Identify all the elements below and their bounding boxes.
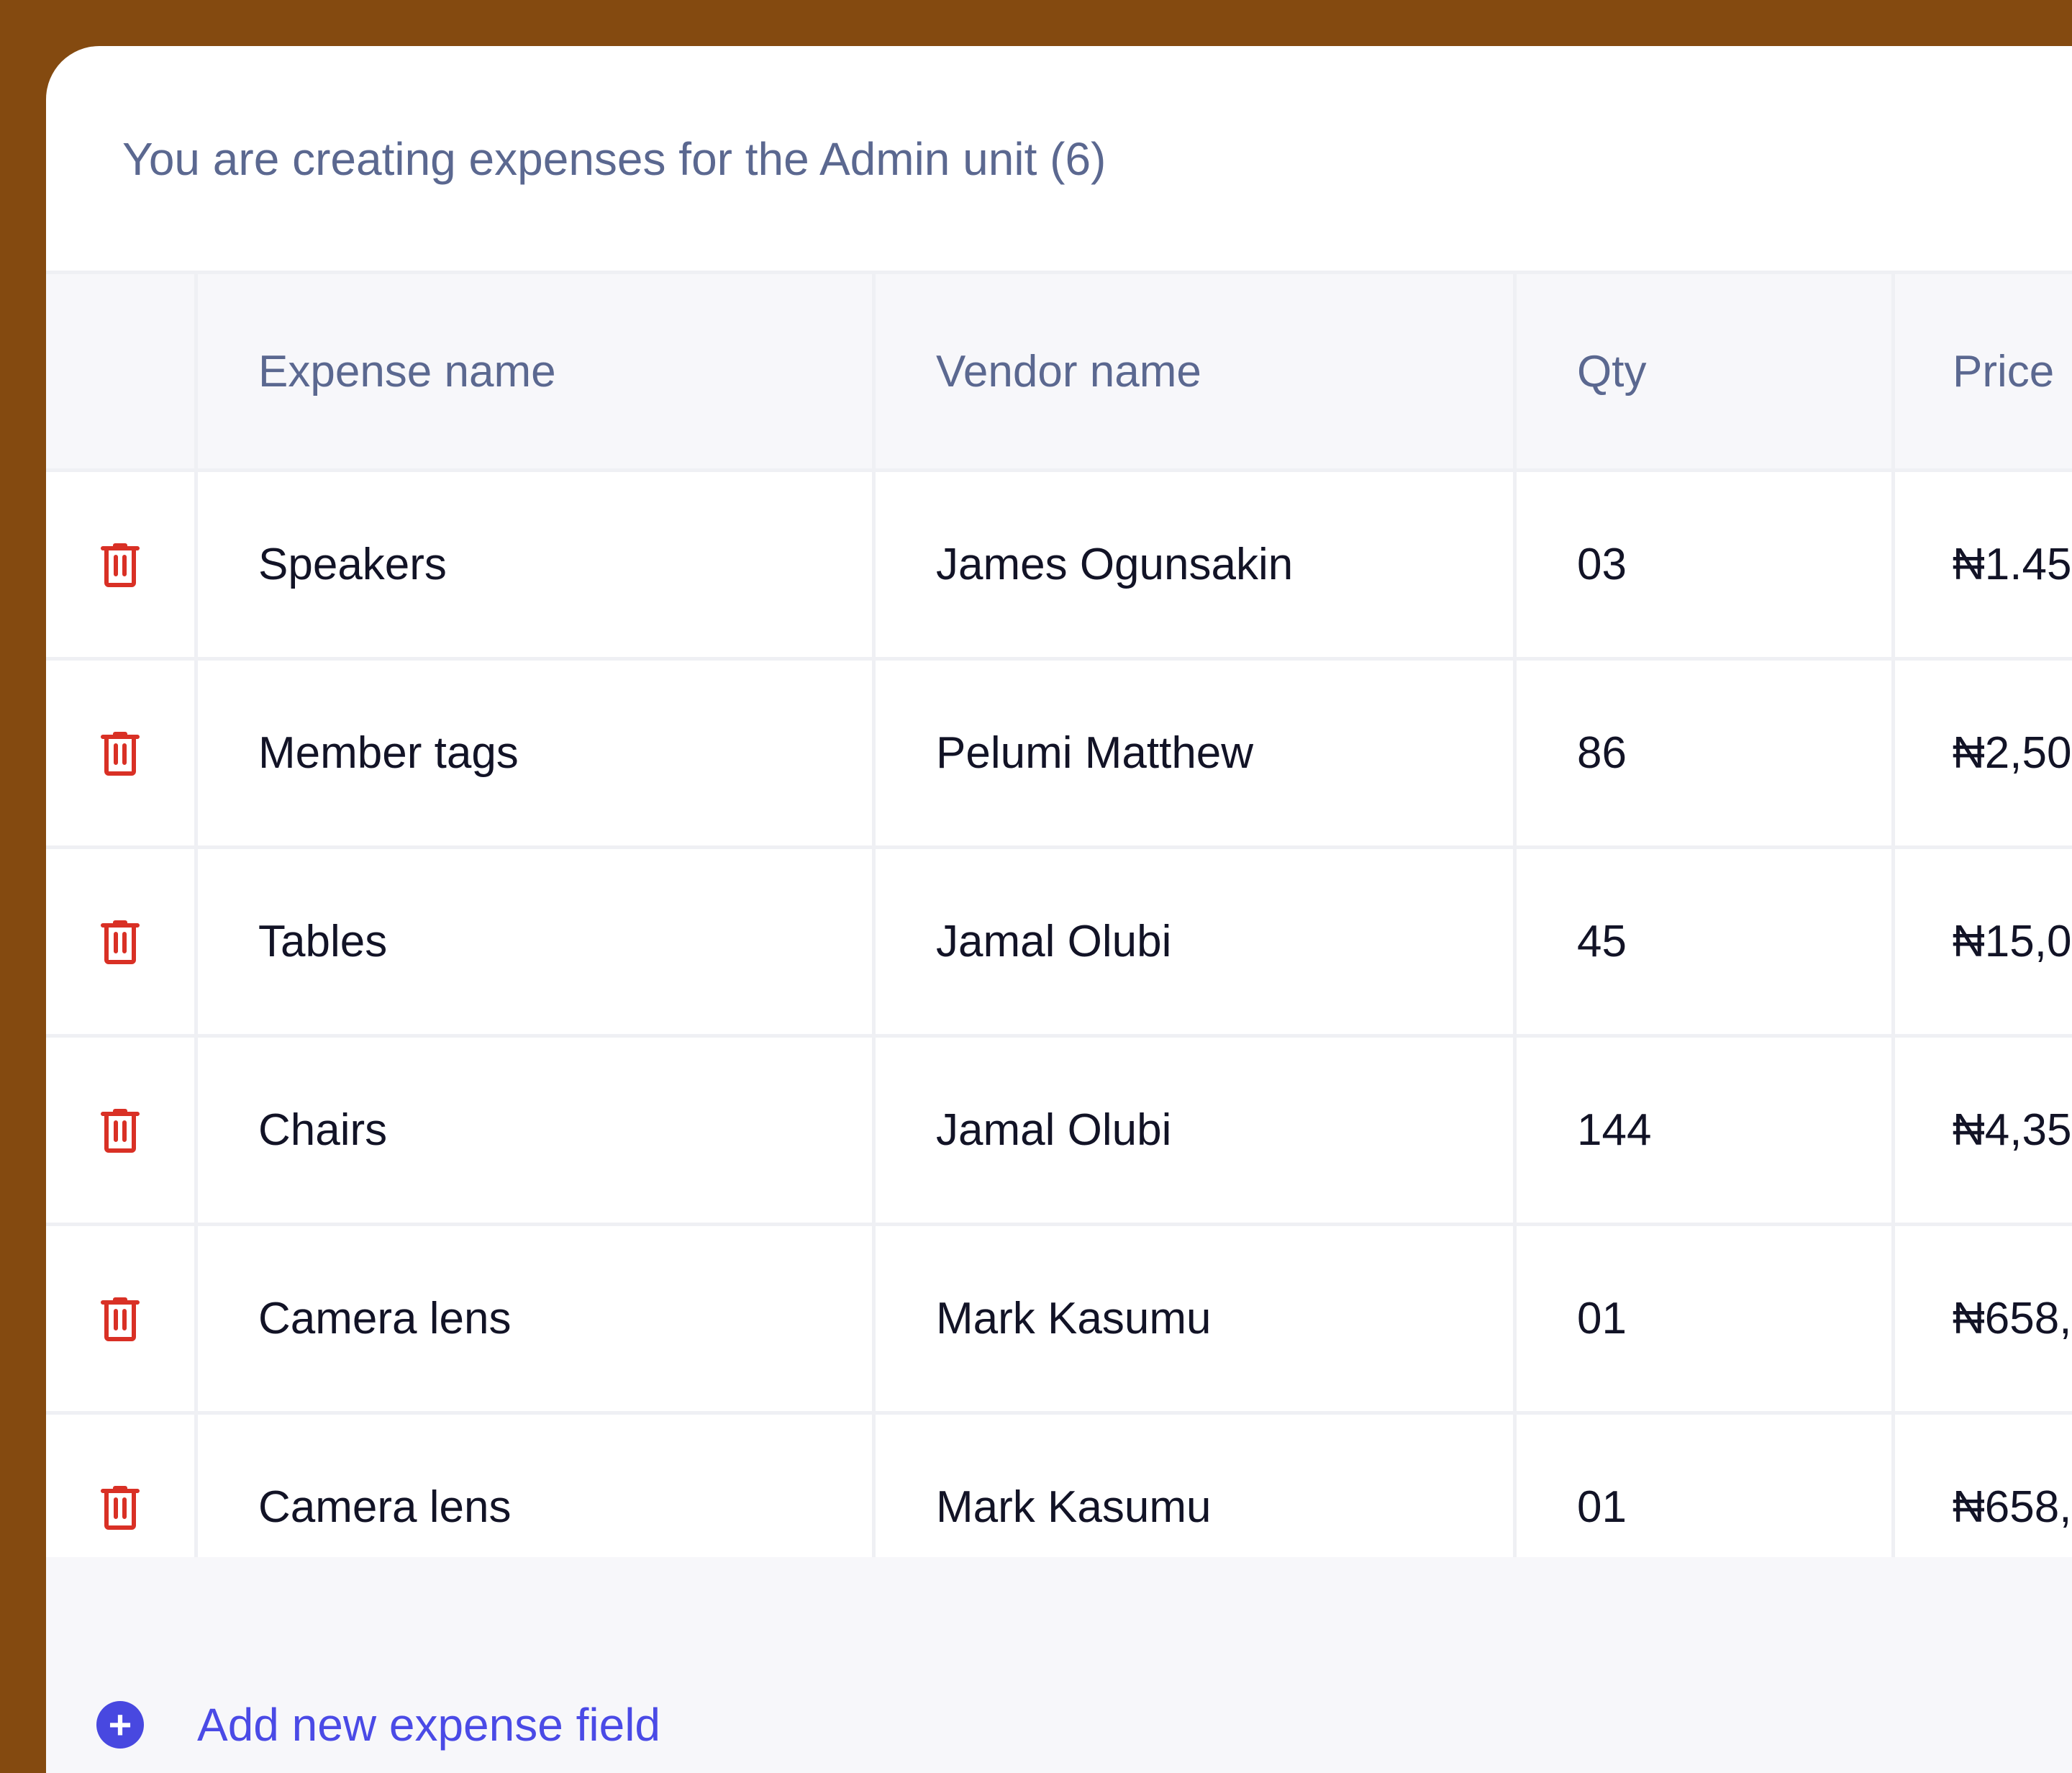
expense-name-cell[interactable]: Chairs bbox=[194, 1038, 872, 1223]
price-cell[interactable]: ₦15,0 bbox=[1891, 849, 2072, 1034]
expense-name-cell[interactable]: Camera lens bbox=[194, 1415, 872, 1600]
qty-cell[interactable]: 01 bbox=[1513, 1226, 1891, 1411]
delete-row-button[interactable] bbox=[46, 472, 194, 657]
qty-cell[interactable]: 03 bbox=[1513, 472, 1891, 657]
expense-name-cell[interactable]: Tables bbox=[194, 849, 872, 1034]
header-qty: Qty bbox=[1513, 274, 1891, 468]
header-price: Price bbox=[1891, 274, 2072, 468]
add-expense-button[interactable]: + Add new expense field bbox=[96, 1698, 660, 1751]
price-cell[interactable]: ₦1.45 bbox=[1891, 472, 2072, 657]
qty-cell[interactable]: 144 bbox=[1513, 1038, 1891, 1223]
trash-icon bbox=[101, 920, 140, 964]
expenses-table: Expense name Vendor name Qty Price Speak… bbox=[46, 271, 2072, 1603]
table-row: Speakers James Ogunsakin 03 ₦1.45 bbox=[46, 472, 2072, 661]
expense-name-cell[interactable]: Camera lens bbox=[194, 1226, 872, 1411]
page-subtitle: You are creating expenses for the Admin … bbox=[122, 133, 1107, 185]
vendor-name-cell[interactable]: Pelumi Matthew bbox=[872, 661, 1513, 845]
delete-row-button[interactable] bbox=[46, 1038, 194, 1223]
table-header-row: Expense name Vendor name Qty Price bbox=[46, 271, 2072, 472]
header-expense-name: Expense name bbox=[194, 274, 872, 468]
price-cell[interactable]: ₦658, bbox=[1891, 1226, 2072, 1411]
price-cell[interactable]: ₦658, bbox=[1891, 1415, 2072, 1600]
expense-card: You are creating expenses for the Admin … bbox=[46, 46, 2072, 1773]
vendor-name-cell[interactable]: Jamal Olubi bbox=[872, 849, 1513, 1034]
trash-icon bbox=[101, 1297, 140, 1341]
vendor-name-cell[interactable]: Mark Kasumu bbox=[872, 1415, 1513, 1600]
table-footer: + Add new expense field bbox=[46, 1557, 2072, 1773]
vendor-name-cell[interactable]: Mark Kasumu bbox=[872, 1226, 1513, 1411]
vendor-name-cell[interactable]: Jamal Olubi bbox=[872, 1038, 1513, 1223]
header-actions bbox=[46, 274, 194, 468]
table-row: Camera lens Mark Kasumu 01 ₦658, bbox=[46, 1226, 2072, 1415]
table-row: Member tags Pelumi Matthew 86 ₦2,50 bbox=[46, 661, 2072, 849]
qty-cell[interactable]: 45 bbox=[1513, 849, 1891, 1034]
trash-icon bbox=[101, 1485, 140, 1530]
trash-icon bbox=[101, 1108, 140, 1153]
table-row: Tables Jamal Olubi 45 ₦15,0 bbox=[46, 849, 2072, 1038]
price-cell[interactable]: ₦4,35 bbox=[1891, 1038, 2072, 1223]
trash-icon bbox=[101, 543, 140, 587]
qty-cell[interactable]: 86 bbox=[1513, 661, 1891, 845]
delete-row-button[interactable] bbox=[46, 1226, 194, 1411]
delete-row-button[interactable] bbox=[46, 1415, 194, 1600]
delete-row-button[interactable] bbox=[46, 661, 194, 845]
plus-circle-icon: + bbox=[96, 1701, 144, 1749]
table-row: Chairs Jamal Olubi 144 ₦4,35 bbox=[46, 1038, 2072, 1226]
vendor-name-cell[interactable]: James Ogunsakin bbox=[872, 472, 1513, 657]
expense-name-cell[interactable]: Speakers bbox=[194, 472, 872, 657]
trash-icon bbox=[101, 731, 140, 776]
expense-name-cell[interactable]: Member tags bbox=[194, 661, 872, 845]
delete-row-button[interactable] bbox=[46, 849, 194, 1034]
price-cell[interactable]: ₦2,50 bbox=[1891, 661, 2072, 845]
qty-cell[interactable]: 01 bbox=[1513, 1415, 1891, 1600]
add-expense-label: Add new expense field bbox=[197, 1699, 660, 1751]
header-vendor-name: Vendor name bbox=[872, 274, 1513, 468]
